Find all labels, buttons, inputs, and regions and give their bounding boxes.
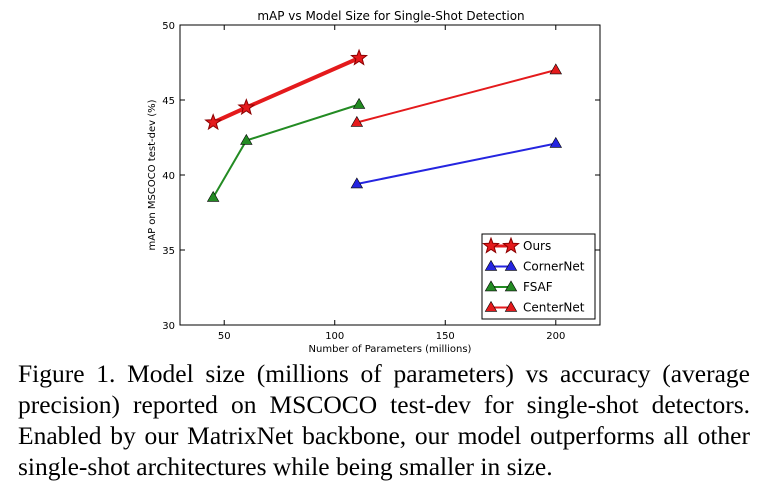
series-layer <box>204 48 563 202</box>
legend-item: FSAF <box>484 280 553 294</box>
triangle-marker <box>206 190 220 202</box>
legend-item: CornerNet <box>484 259 585 274</box>
legend-label: CenterNet <box>523 301 585 315</box>
series-line <box>212 56 360 125</box>
series-cornernet <box>350 136 563 189</box>
triangle-marker <box>240 133 253 145</box>
x-tick-label: 200 <box>546 331 565 342</box>
series-fsaf <box>206 97 366 202</box>
y-axis-label: mAP on MSCOCO test-dev (%) <box>147 99 158 250</box>
star-marker <box>204 113 223 131</box>
y-tick-label: 30 <box>162 321 175 332</box>
series-line <box>212 103 360 199</box>
triangle-marker <box>352 97 366 109</box>
x-axis-label: Number of Parameters (millions) <box>309 344 472 355</box>
chart: mAP vs Model Size for Single-Shot Detect… <box>147 9 601 355</box>
triangle-marker <box>549 136 563 148</box>
legend-box <box>481 233 596 320</box>
series-ours <box>204 48 369 131</box>
x-tick-label: 100 <box>325 331 344 342</box>
triangle-marker <box>350 115 364 127</box>
legend-marker <box>502 236 520 254</box>
legend-label: Ours <box>523 239 551 253</box>
legend: Ours CornerNet FSAF CenterNet <box>481 233 596 320</box>
legend-label: FSAF <box>523 280 553 294</box>
figure-caption: Figure 1. Model size (millions of parame… <box>18 359 750 481</box>
legend-item: Ours <box>482 236 551 254</box>
y-tick-label: 35 <box>162 246 175 257</box>
chart-title: mAP vs Model Size for Single-Shot Detect… <box>257 9 524 23</box>
legend-marker <box>504 259 518 271</box>
legend-marker <box>484 259 498 271</box>
triangle-marker <box>549 63 563 75</box>
star-marker <box>237 98 256 116</box>
legend-marker <box>482 236 500 254</box>
x-axis-ticks: 50 100 150 200 <box>218 25 565 342</box>
legend-item: CenterNet <box>484 300 585 315</box>
y-tick-label: 50 <box>162 21 175 32</box>
legend-label: CornerNet <box>523 260 585 274</box>
legend-marker <box>504 280 518 292</box>
y-axis-ticks: 30 35 40 45 50 <box>162 21 600 332</box>
triangle-marker <box>350 177 364 189</box>
x-tick-label: 150 <box>436 331 455 342</box>
series-line <box>356 142 556 185</box>
series-centernet <box>350 63 563 127</box>
legend-marker <box>504 300 518 312</box>
series-line <box>356 69 557 124</box>
x-tick-label: 50 <box>218 331 231 342</box>
star-marker <box>350 48 369 66</box>
legend-marker <box>484 300 498 312</box>
y-tick-label: 45 <box>162 96 175 107</box>
legend-marker <box>484 280 498 292</box>
y-tick-label: 40 <box>162 171 175 182</box>
